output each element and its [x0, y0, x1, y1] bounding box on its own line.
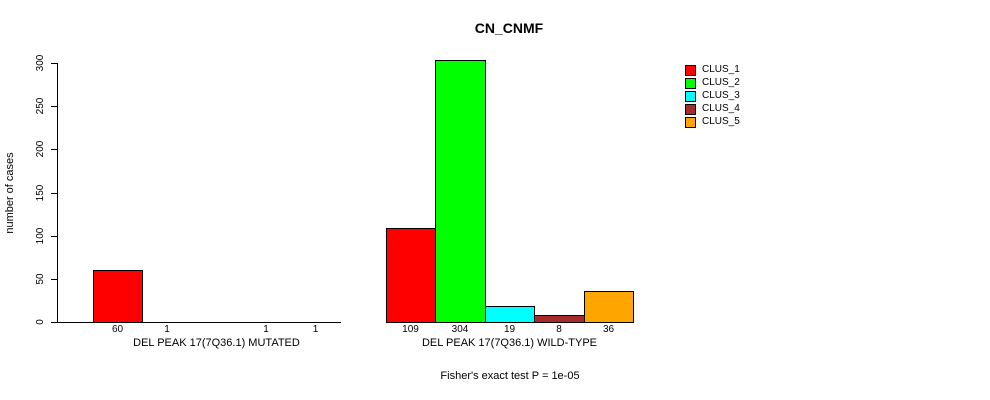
legend-item-clus_4: CLUS_4: [685, 103, 740, 115]
bar-value-label: 1: [312, 324, 319, 335]
y-tick-mark: [51, 106, 57, 107]
y-axis-line: [57, 63, 58, 323]
y-tick-mark: [51, 149, 57, 150]
legend-swatch-clus_2: [685, 77, 696, 89]
bar-clus_1: [386, 228, 436, 323]
bar-clus_1: [93, 270, 143, 323]
legend-swatch-clus_4: [685, 103, 696, 115]
legend-item-clus_3: CLUS_3: [685, 90, 740, 102]
y-tick-label: 300: [35, 54, 46, 72]
y-tick-label: 0: [35, 319, 46, 325]
y-tick-label: 250: [35, 97, 46, 115]
bar-clus_5-flat: [291, 322, 341, 323]
bar-value-label: 60: [111, 324, 124, 335]
legend-label: CLUS_3: [702, 90, 740, 101]
y-tick-label: 150: [35, 184, 46, 202]
footnote-fisher-test: Fisher's exact test P = 1e-05: [440, 370, 580, 382]
bar-clus_3: [485, 306, 535, 323]
y-tick-mark: [51, 322, 57, 323]
legend-label: CLUS_1: [702, 64, 740, 75]
legend-swatch-clus_5: [685, 116, 696, 128]
bar-value-label: 109: [402, 324, 419, 335]
legend-item-clus_5: CLUS_5: [685, 116, 740, 128]
y-tick-label: 200: [35, 140, 46, 158]
bar-clus_2-flat: [142, 322, 193, 323]
y-tick-mark: [51, 279, 57, 280]
legend-label: CLUS_2: [702, 77, 740, 88]
y-tick-mark: [51, 236, 57, 237]
bar-value-label: 1: [164, 324, 170, 335]
y-tick-label: 100: [35, 227, 46, 245]
legend-item-clus_2: CLUS_2: [685, 77, 740, 89]
legend-swatch-clus_1: [685, 64, 696, 76]
bar-value-label: 1: [263, 324, 269, 335]
legend-item-clus_1: CLUS_1: [685, 64, 740, 76]
bar-clus_2: [435, 60, 486, 323]
y-tick-mark: [51, 63, 57, 64]
bar-value-label: 36: [602, 324, 615, 335]
bar-clus_4: [534, 315, 585, 323]
group-label: DEL PEAK 17(7Q36.1) WILD-TYPE: [421, 337, 598, 349]
legend-label: CLUS_5: [702, 116, 740, 127]
y-tick-mark: [51, 193, 57, 194]
group-label: DEL PEAK 17(7Q36.1) MUTATED: [133, 337, 300, 349]
legend-swatch-clus_3: [685, 90, 696, 102]
bar-clus_3-flat: [192, 322, 242, 323]
bar-value-label: 19: [503, 324, 516, 335]
x-baseline: [57, 322, 93, 323]
legend-label: CLUS_4: [702, 103, 740, 114]
bar-value-label: 304: [451, 324, 469, 335]
y-tick-label: 50: [35, 273, 46, 285]
bar-clus_4-flat: [241, 322, 292, 323]
bar-value-label: 8: [556, 324, 562, 335]
bar-clus_5: [584, 291, 634, 323]
chart-title: CN_CNMF: [474, 20, 544, 36]
